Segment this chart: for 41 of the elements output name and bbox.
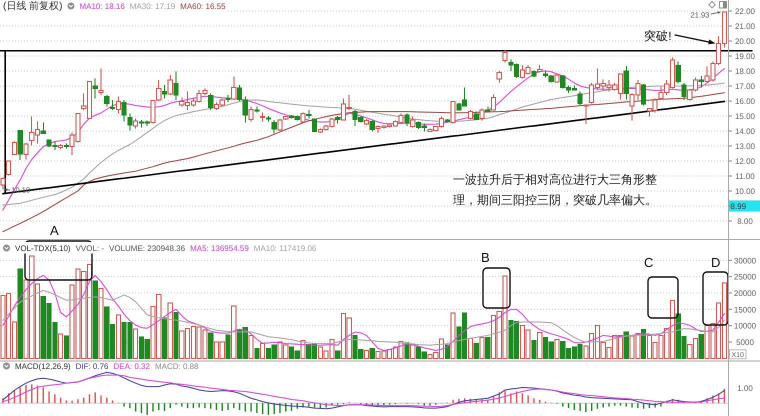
y-tick-label: 20000 — [734, 288, 757, 298]
y-tick-label: 18.00 — [734, 67, 756, 76]
annotation: D — [711, 255, 720, 270]
y-tick-label: 14.00 — [734, 127, 756, 136]
y-tick-label: 16.00 — [734, 97, 756, 106]
text: MA10: 18.16 — [79, 2, 126, 11]
y-tick-label: 15.00 — [734, 112, 756, 121]
y-tick-label: 17.00 — [734, 82, 756, 91]
text: MA30: 17.19 — [130, 2, 176, 11]
chart-subtitle: MACD: 0.88 — [154, 362, 200, 371]
y-tick-label: 8.00 — [737, 217, 754, 226]
text: MA10: 117419.06 — [254, 244, 317, 253]
y-tick-label: 10.00 — [734, 187, 756, 196]
text: MA60: 16.55 — [180, 2, 226, 11]
y-tick-label: 12.00 — [734, 157, 756, 166]
y-tick-label: 25000 — [734, 272, 757, 282]
y-tick-label: 20.00 — [734, 37, 756, 46]
y-tick-label: 30000 — [734, 256, 757, 266]
annotation: VVOL: - — [76, 244, 104, 253]
annotation: C — [644, 255, 654, 270]
y-tick-label: 21.00 — [734, 22, 756, 31]
y-tick-label: 13.00 — [734, 142, 756, 151]
chart-title: (日线 前复权) — [3, 0, 62, 12]
y-tick-label: 22.00 — [734, 7, 756, 16]
annotation: A — [50, 223, 59, 238]
text: MA5: 136954.59 — [190, 244, 250, 253]
y-tick-label: 5000 — [736, 338, 754, 347]
y-tick-label: 10000 — [734, 322, 757, 331]
annotation: VOLUME: 230948.36 — [109, 244, 186, 253]
y-tick-label: 15000 — [734, 305, 757, 314]
chart-title: MACD(12,26,9) — [15, 362, 71, 371]
y-tick-label: 11.00 — [735, 172, 756, 181]
annotation: 一波拉升后于相对高位进行大三角形整理，期间三阳控三阴，突破几率偏大。 — [453, 172, 657, 207]
text: 1.00 — [737, 384, 754, 393]
series-label: DEA: 0.32 — [113, 362, 150, 371]
text: 8.99 — [730, 202, 747, 211]
y-tick-label: 19.00 — [734, 52, 756, 61]
annotation: 突破! — [644, 28, 672, 43]
chart-title: VOL-TDX(5,10) — [15, 244, 71, 253]
annotation: B — [481, 250, 490, 265]
series-label: DIF: 0.76 — [76, 362, 110, 371]
